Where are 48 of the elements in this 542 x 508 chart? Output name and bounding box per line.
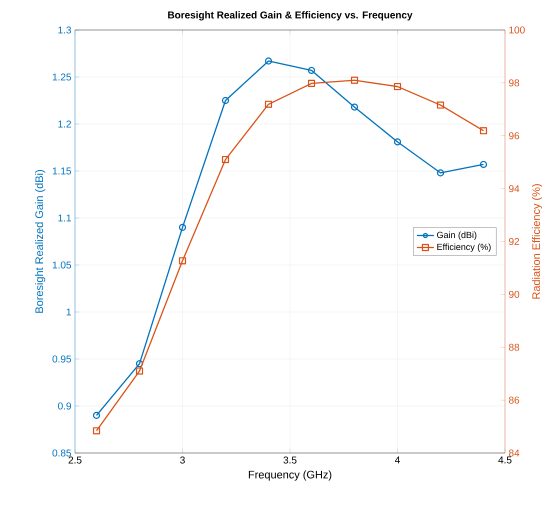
point (178, 224, 186, 231)
point (394, 82, 402, 90)
x-tick-label: 4.5 (498, 456, 512, 464)
y2-tick-label: 86 (508, 396, 520, 404)
y-tick-label: 1.2 (58, 120, 71, 128)
y2-tick-label: 92 (508, 238, 520, 246)
chart-title: Boresight Realized Gain & Efficiency vs. Frequency (168, 11, 412, 20)
point (394, 138, 402, 146)
x-tick-label: 3.5 (283, 456, 297, 464)
point (436, 169, 444, 176)
y-tick-label: 0.85 (52, 449, 72, 457)
y-tick-label: 0.9 (58, 402, 72, 410)
point (350, 76, 358, 84)
point (178, 257, 186, 264)
x-tick-label: 2.5 (68, 456, 82, 464)
point (436, 101, 444, 109)
y2-tick-label: 96 (508, 132, 520, 140)
y-tick-label: 0.95 (52, 355, 72, 363)
y-tick-label: 1 (66, 308, 72, 316)
y2-tick-label: 100 (509, 26, 525, 34)
x-axis-title: Frequency (GHz) (248, 470, 332, 481)
y-tick-label: 1.15 (52, 168, 72, 174)
point (480, 127, 488, 134)
point (136, 367, 144, 375)
legend-label: Gain (dBi) (437, 232, 476, 240)
y2-tick-label: 98 (508, 79, 520, 86)
x-tick-label: 4 (394, 456, 400, 464)
point (264, 100, 272, 108)
y-tick-label: 1.05 (52, 261, 72, 269)
y2-tick-label: 88 (508, 344, 520, 351)
point (222, 156, 230, 164)
y2-tick-label: 84 (508, 449, 520, 457)
point (136, 360, 144, 368)
point (222, 96, 230, 104)
y2-axis-title: Radiation Efficiency (%) (532, 184, 542, 299)
point (308, 80, 316, 87)
y2-tick-label: 94 (508, 185, 520, 192)
y-axis-title: Boresight Realized Gain (dBi) (35, 170, 46, 313)
point (92, 427, 100, 434)
y-tick-label: 1.3 (58, 26, 72, 34)
x-tick-label: 3 (180, 456, 185, 464)
legend-label: Efficiency (%) (437, 243, 491, 252)
point (308, 66, 316, 74)
point (350, 103, 358, 111)
y2-tick-label: 90 (508, 290, 520, 298)
y-tick-label: 1.25 (52, 73, 72, 81)
y-tick-label: 1.1 (58, 214, 72, 222)
point (264, 57, 272, 65)
